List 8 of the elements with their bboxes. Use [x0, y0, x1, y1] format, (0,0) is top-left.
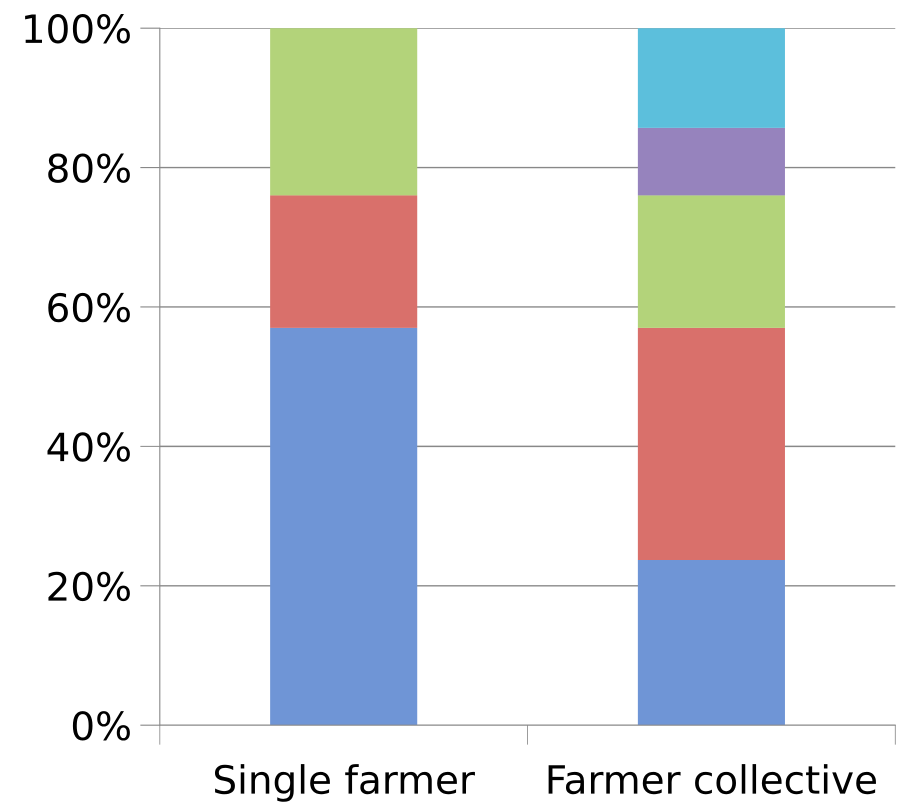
y-tick-label: 60% — [48, 292, 130, 322]
y-tick-label: 80% — [48, 153, 130, 183]
x-tick-label: Single farmer — [214, 764, 475, 802]
x-tick-label: Farmer collective — [548, 764, 876, 794]
y-tick-label: 40% — [47, 432, 130, 462]
y-tick-label: 20% — [48, 572, 130, 602]
y-tick-label: 0% — [72, 711, 130, 741]
y-tick-label: 100% — [25, 14, 130, 44]
